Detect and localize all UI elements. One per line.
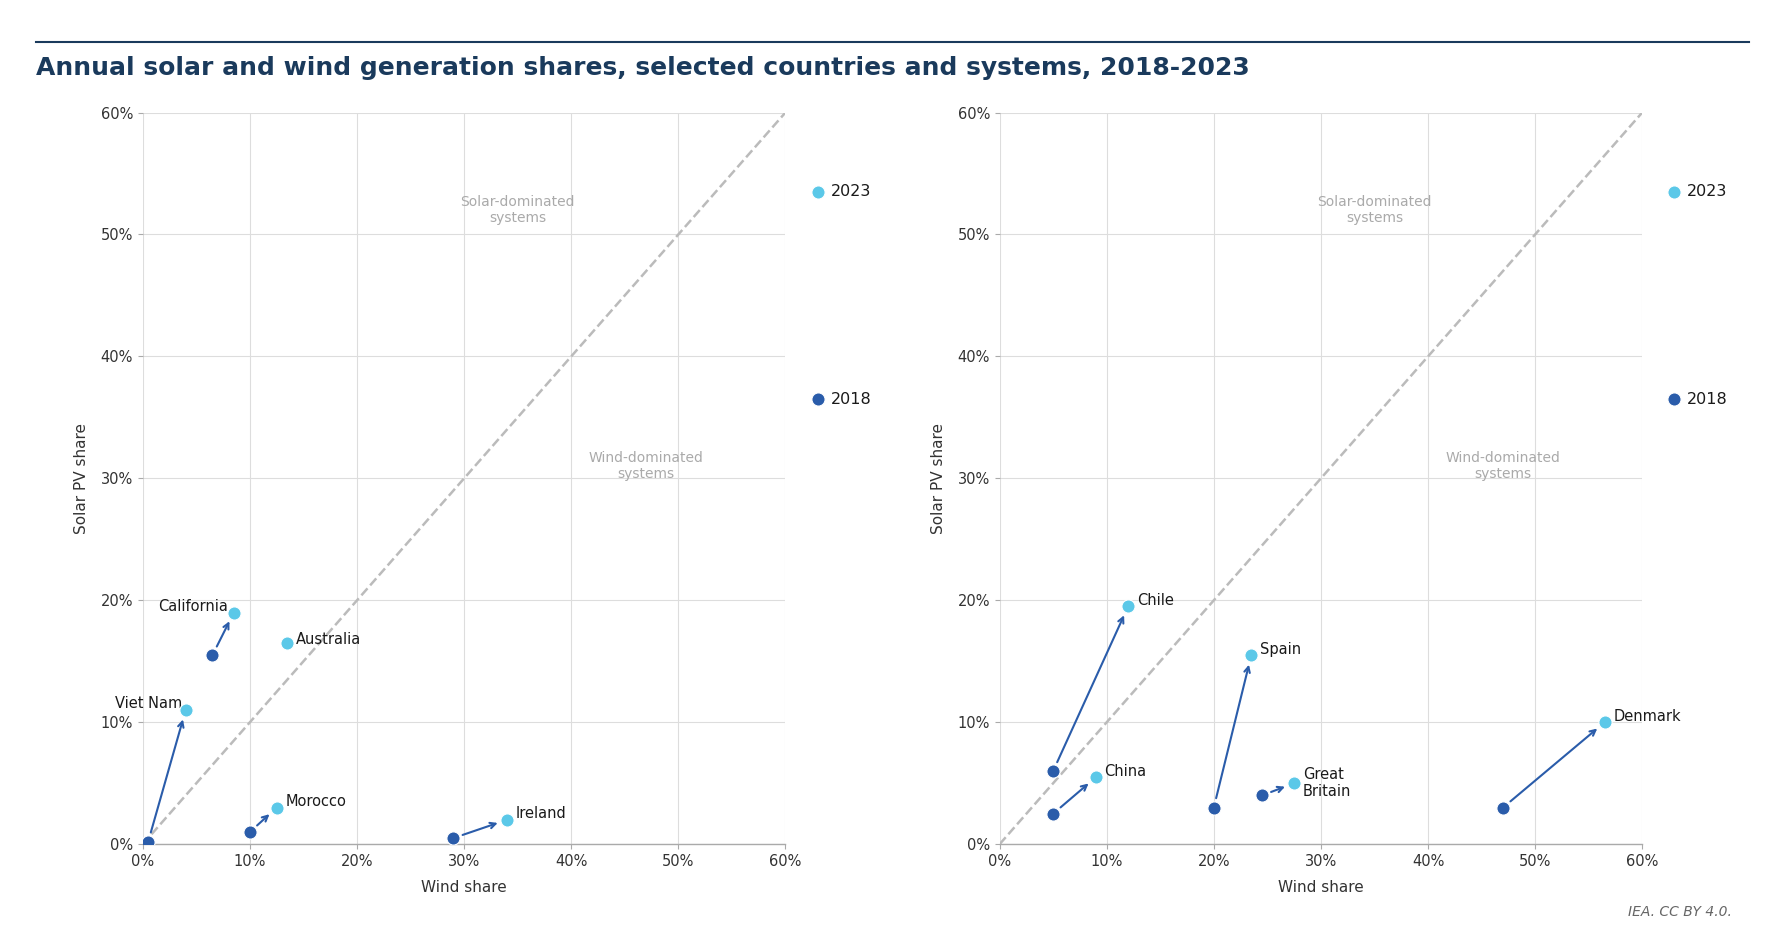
Point xyxy=(493,812,521,827)
X-axis label: Wind share: Wind share xyxy=(421,880,507,895)
Point xyxy=(1590,715,1619,730)
Point xyxy=(134,834,162,849)
X-axis label: Wind share: Wind share xyxy=(1278,880,1364,895)
Point xyxy=(1200,800,1228,815)
Text: China: China xyxy=(1105,764,1146,779)
Text: Annual solar and wind generation shares, selected countries and systems, 2018-20: Annual solar and wind generation shares,… xyxy=(36,56,1250,81)
Point xyxy=(803,392,832,407)
Point xyxy=(439,831,468,846)
Point xyxy=(262,800,291,815)
Text: Morocco: Morocco xyxy=(286,794,346,809)
Point xyxy=(171,703,200,718)
Text: California: California xyxy=(159,599,228,613)
Point xyxy=(236,825,264,840)
Point xyxy=(198,647,227,662)
Point xyxy=(803,184,832,199)
Point xyxy=(273,636,302,651)
Point xyxy=(1660,392,1689,407)
Point xyxy=(220,605,248,620)
Text: Viet Nam: Viet Nam xyxy=(116,697,182,711)
Point xyxy=(1237,647,1266,662)
Text: Great
Britain: Great Britain xyxy=(1303,767,1351,799)
Y-axis label: Solar PV share: Solar PV share xyxy=(75,423,89,534)
Point xyxy=(1039,806,1067,822)
Text: IEA. CC BY 4.0.: IEA. CC BY 4.0. xyxy=(1628,905,1731,919)
Point xyxy=(1489,800,1517,815)
Point xyxy=(1280,776,1308,791)
Text: 2018: 2018 xyxy=(830,392,871,406)
Point xyxy=(1082,769,1110,784)
Point xyxy=(1114,598,1142,613)
Text: Denmark: Denmark xyxy=(1614,709,1681,723)
Text: 2023: 2023 xyxy=(1687,185,1728,199)
Text: Chile: Chile xyxy=(1137,593,1173,608)
Text: Spain: Spain xyxy=(1260,642,1301,657)
Text: Australia: Australia xyxy=(296,632,361,647)
Text: 2023: 2023 xyxy=(830,185,871,199)
Point xyxy=(1248,788,1276,803)
Text: Solar-dominated
systems: Solar-dominated systems xyxy=(1317,195,1432,225)
Text: Solar-dominated
systems: Solar-dominated systems xyxy=(461,195,575,225)
Text: Wind-dominated
systems: Wind-dominated systems xyxy=(1446,451,1560,481)
Y-axis label: Solar PV share: Solar PV share xyxy=(932,423,946,534)
Point xyxy=(1660,184,1689,199)
Text: 2018: 2018 xyxy=(1687,392,1728,406)
Text: Ireland: Ireland xyxy=(516,807,566,821)
Point xyxy=(1039,764,1067,779)
Text: Wind-dominated
systems: Wind-dominated systems xyxy=(589,451,703,481)
